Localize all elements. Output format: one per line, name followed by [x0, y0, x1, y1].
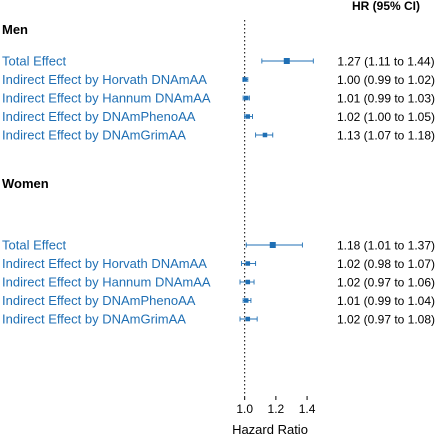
- row-label: Total Effect: [2, 54, 66, 69]
- hr-ci-value: 1.01 (0.99 to 1.03): [337, 92, 435, 106]
- point-estimate: [245, 261, 251, 266]
- row-label: Indirect Effect by DNAmGrimAA: [2, 128, 186, 143]
- group-title: Men: [2, 22, 28, 37]
- group-title: Women: [2, 176, 49, 191]
- row-label: Indirect Effect by Hannum DNAmAA: [2, 275, 211, 290]
- hr-ci-value: 1.02 (0.98 to 1.07): [337, 257, 435, 271]
- hr-ci-value: 1.02 (1.00 to 1.05): [337, 110, 435, 124]
- x-tick-label: 1.0: [236, 402, 253, 416]
- hr-ci-value: 1.01 (0.99 to 1.04): [337, 294, 435, 308]
- x-tick-label: 1.4: [299, 402, 316, 416]
- point-estimate: [245, 316, 251, 322]
- point-estimate: [242, 77, 247, 82]
- x-tick-label: 1.2: [268, 402, 285, 416]
- row-label: Indirect Effect by DNAmGrimAA: [2, 312, 186, 327]
- row-label: Indirect Effect by Hannum DNAmAA: [2, 91, 211, 106]
- point-estimate: [245, 279, 251, 285]
- point-estimate: [269, 242, 276, 248]
- hr-ci-value: 1.13 (1.07 to 1.18): [337, 129, 435, 143]
- hr-ci-value: 1.00 (0.99 to 1.02): [337, 73, 435, 87]
- point-estimate: [243, 298, 249, 303]
- point-estimate: [262, 132, 268, 138]
- row-label: Indirect Effect by DNAmPhenoAA: [2, 109, 196, 124]
- ci-column-header: HR (95% CI): [352, 0, 420, 13]
- point-estimate: [245, 114, 251, 119]
- hr-ci-value: 1.02 (0.97 to 1.06): [337, 276, 435, 290]
- point-estimate: [283, 58, 290, 64]
- hr-ci-value: 1.27 (1.11 to 1.44): [337, 55, 434, 69]
- row-label: Indirect Effect by Horvath DNAmAA: [2, 72, 207, 87]
- row-label: Indirect Effect by Horvath DNAmAA: [2, 256, 207, 271]
- point-estimate: [243, 95, 249, 101]
- x-axis-label: Hazard Ratio: [232, 422, 308, 437]
- hr-ci-value: 1.18 (1.01 to 1.37): [337, 239, 435, 253]
- hr-ci-value: 1.02 (0.97 to 1.08): [337, 313, 435, 327]
- row-label: Indirect Effect by DNAmPhenoAA: [2, 293, 196, 308]
- row-label: Total Effect: [2, 238, 66, 253]
